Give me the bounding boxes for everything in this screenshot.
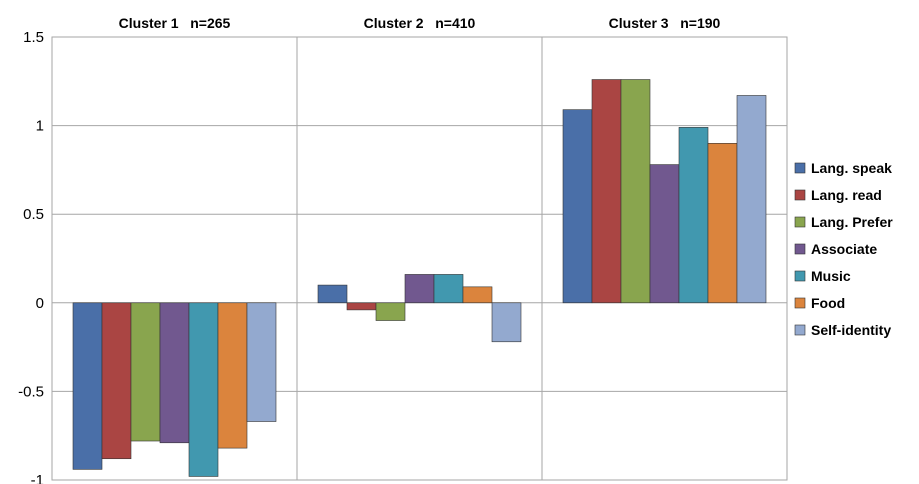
legend-swatch-food xyxy=(794,297,806,309)
bar-music-cluster-3 xyxy=(678,127,709,304)
legend-swatch-lang-speak xyxy=(794,162,806,174)
bar-lang-prefer-cluster-1 xyxy=(130,302,161,442)
cluster-titles: Cluster 1 n=265 Cluster 2 n=410 Cluster 3 … xyxy=(119,15,721,31)
plot-frame xyxy=(51,36,788,481)
bar-associate-cluster-3 xyxy=(649,164,680,304)
bar-food-cluster-1 xyxy=(217,302,248,449)
y-tick-label: -1 xyxy=(31,472,44,484)
bar-associate-cluster-2 xyxy=(404,274,435,304)
bar-lang-speak-cluster-1 xyxy=(72,302,103,470)
cluster-title-2: Cluster 2 n=410 xyxy=(364,15,476,31)
bar-lang-prefer-cluster-3 xyxy=(620,79,651,304)
y-tick-label: -0.5 xyxy=(18,383,44,400)
bar-lang-read-cluster-3 xyxy=(591,79,622,304)
bar-self-identity-cluster-2 xyxy=(491,302,522,343)
legend: Lang. speak Lang. read Lang. Prefer Associa… xyxy=(794,160,893,338)
y-tick-label: 0 xyxy=(36,295,44,312)
y-tick-label: 0.5 xyxy=(23,206,44,223)
legend-swatch-associate xyxy=(794,243,806,255)
bar-lang-read-cluster-1 xyxy=(101,302,132,460)
legend-swatch-music xyxy=(794,270,806,282)
cluster-title-1: Cluster 1 n=265 xyxy=(119,15,231,31)
bar-lang-read-cluster-2 xyxy=(346,302,377,311)
bar-lang-prefer-cluster-2 xyxy=(375,302,406,321)
bar-self-identity-cluster-1 xyxy=(246,302,277,422)
legend-swatch-lang-prefer xyxy=(794,216,806,228)
legend-label-associate: Associate xyxy=(811,241,877,257)
legend-label-lang-prefer: Lang. Prefer xyxy=(811,214,893,230)
y-axis: 1.5 1 0.5 0 -0.5 -1 xyxy=(18,29,44,484)
bar-lang-speak-cluster-2 xyxy=(317,284,348,304)
bar-music-cluster-1 xyxy=(188,302,219,477)
legend-label-self-identity: Self-identity xyxy=(811,322,891,338)
bar-associate-cluster-1 xyxy=(159,302,190,444)
bar-food-cluster-2 xyxy=(462,286,493,304)
y-tick-label: 1 xyxy=(36,118,44,135)
cluster-title-3: Cluster 3 n=190 xyxy=(609,15,721,31)
legend-label-lang-speak: Lang. speak xyxy=(811,160,892,176)
bar-food-cluster-3 xyxy=(707,143,738,304)
bar-lang-speak-cluster-3 xyxy=(562,109,593,304)
bar-self-identity-cluster-3 xyxy=(736,95,767,304)
legend-label-lang-read: Lang. read xyxy=(811,187,882,203)
bars xyxy=(72,79,767,477)
legend-label-music: Music xyxy=(811,268,851,284)
legend-label-food: Food xyxy=(811,295,845,311)
legend-swatch-self-identity xyxy=(794,324,806,336)
bar-music-cluster-2 xyxy=(433,274,464,304)
legend-swatch-lang-read xyxy=(794,189,806,201)
y-tick-label: 1.5 xyxy=(23,29,44,46)
